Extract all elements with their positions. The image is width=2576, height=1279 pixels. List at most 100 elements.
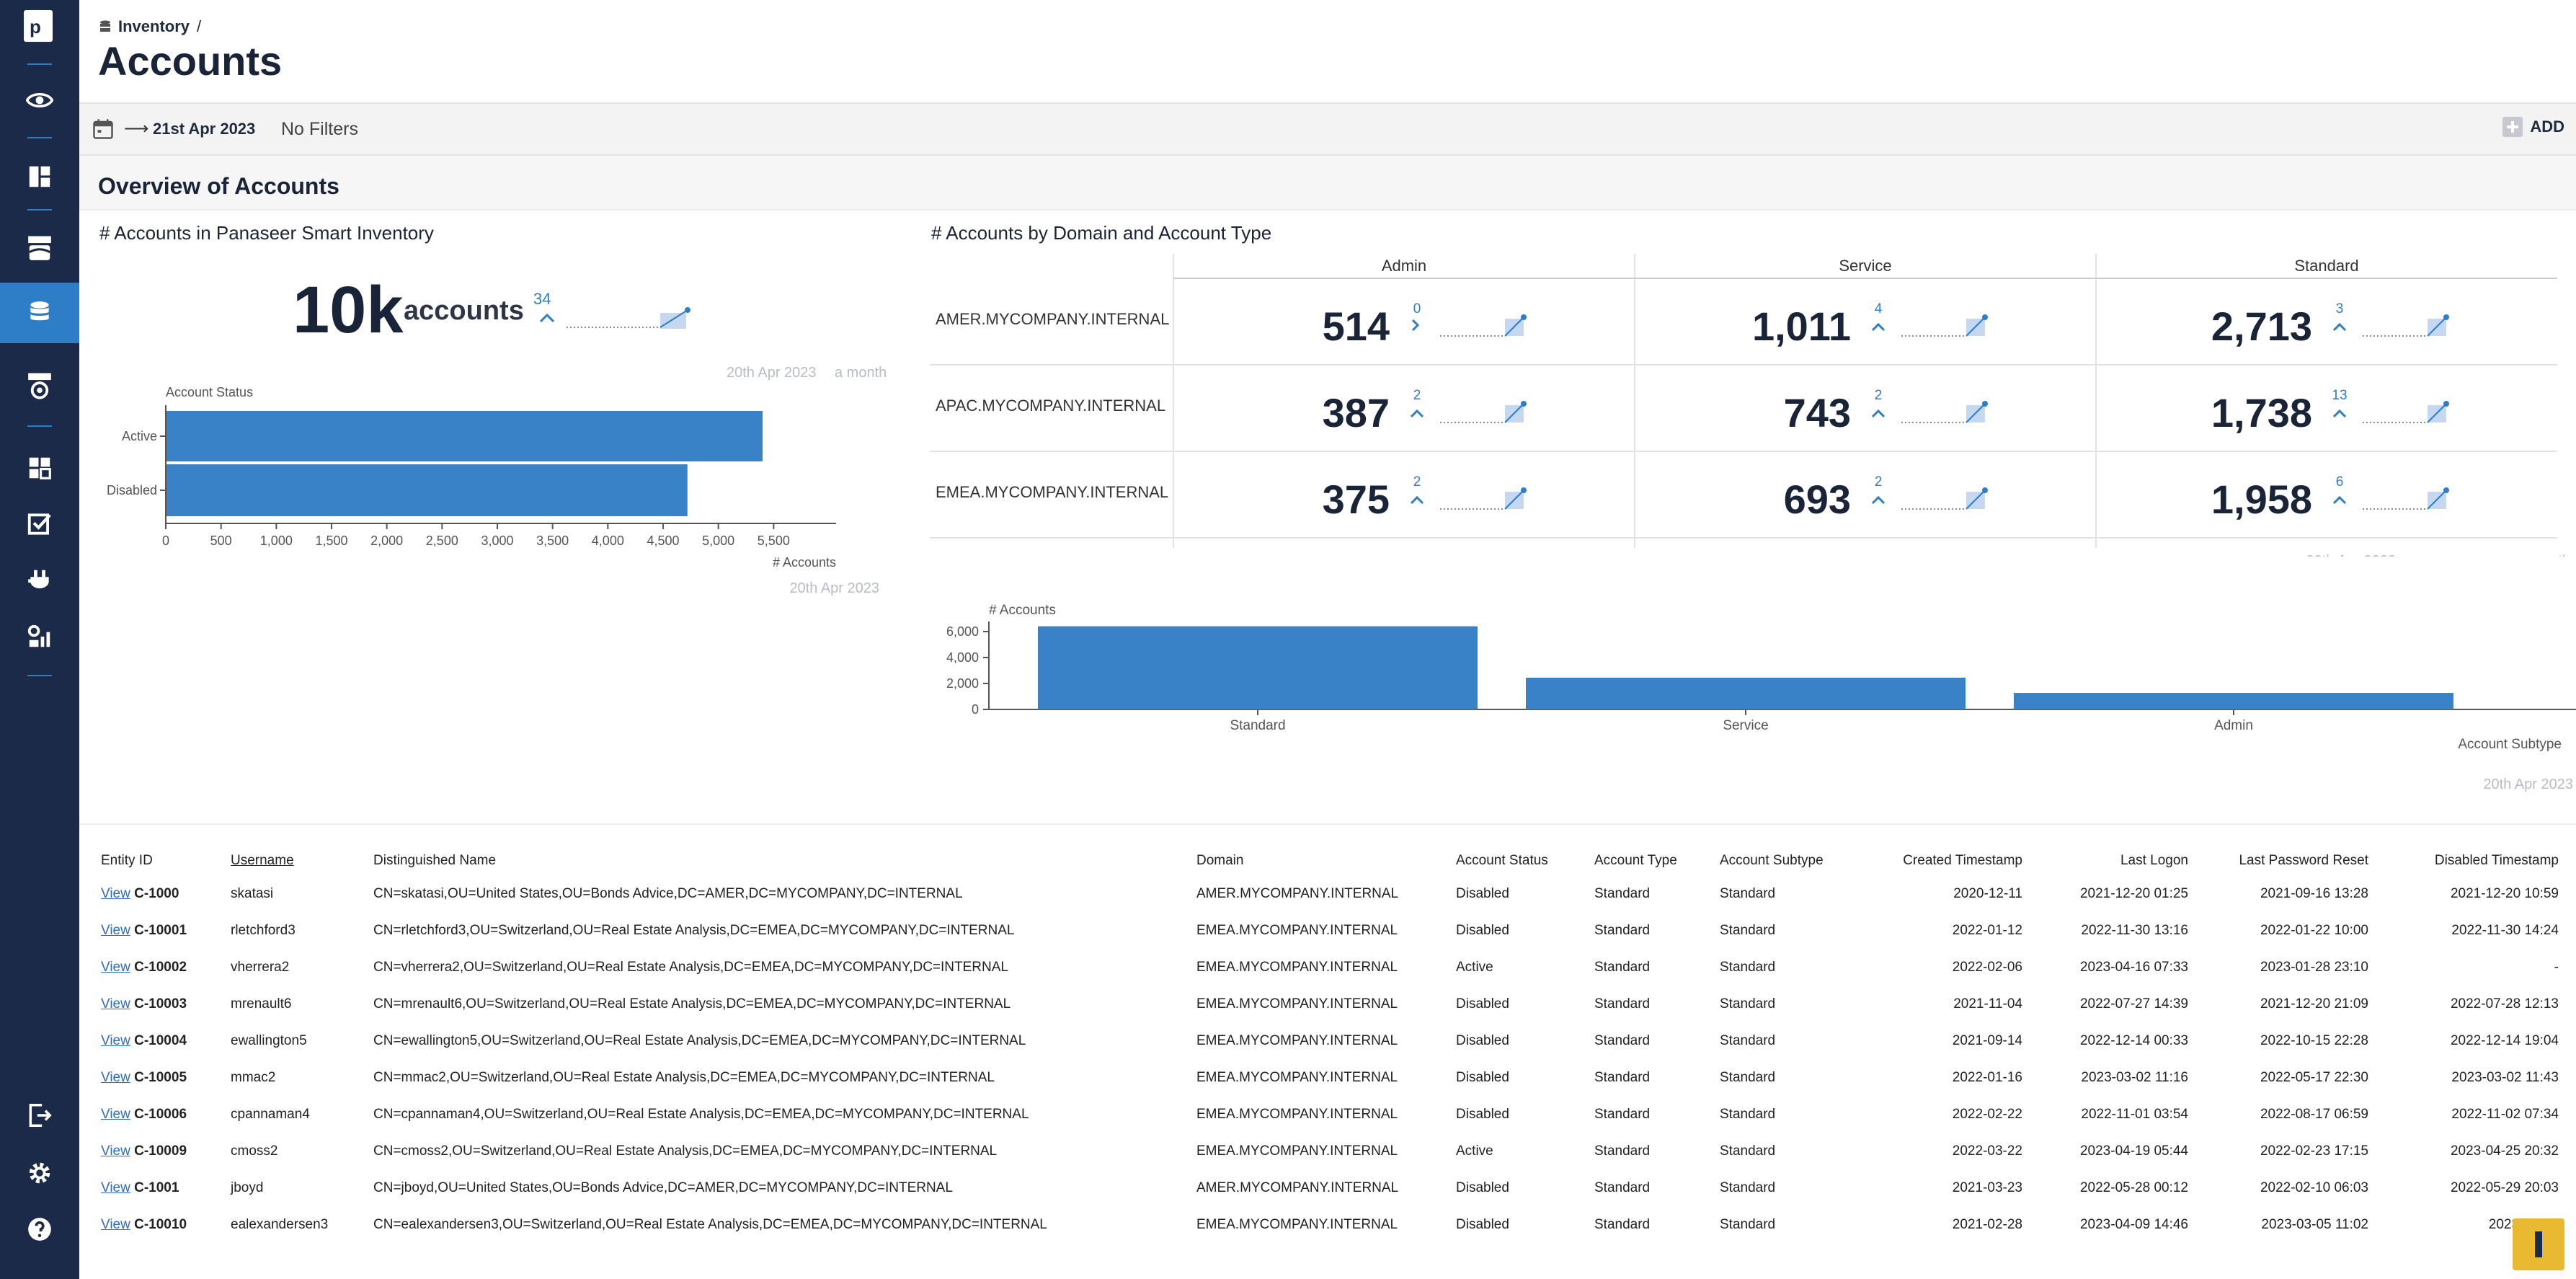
table-cell: 2021-03-23 — [1952, 1180, 2022, 1195]
table-cell: Standard — [1720, 1143, 1776, 1159]
table-cell: Standard — [1720, 959, 1776, 975]
cell-value: 375 — [1323, 477, 1390, 522]
column-header[interactable]: Account Status — [1456, 853, 1548, 868]
table-row: View C-10001 rletchford3 CN=rletchford3,OU… — [94, 912, 2566, 949]
view-link[interactable]: View — [101, 1143, 130, 1159]
sidebar-item-labs[interactable] — [0, 224, 79, 274]
add-filter-button[interactable]: ADD — [2502, 117, 2564, 137]
table-cell: skatasi — [231, 885, 274, 901]
breadcrumb-inventory[interactable]: Inventory — [118, 17, 190, 35]
cell-value: 1,958 — [2211, 477, 2312, 522]
sidebar-item-settings[interactable] — [0, 1148, 79, 1198]
sidebar-item-views[interactable] — [0, 75, 79, 125]
chevron-up-icon — [2332, 322, 2347, 332]
table-cell: View C-10003 — [94, 986, 223, 1022]
view-link[interactable]: View — [101, 959, 130, 975]
table-cell: Disabled — [1456, 1216, 1509, 1232]
table-cell: View C-10006 — [94, 1096, 223, 1133]
column-header[interactable]: Domain — [1196, 853, 1244, 868]
table-cell: mmac2 — [231, 1069, 276, 1085]
table-cell: 2021-11-04 — [1953, 996, 2022, 1012]
table-cell: Disabled — [1456, 996, 1509, 1012]
table-cell: ewallington5 — [231, 1032, 307, 1048]
chevron-up-icon — [2332, 495, 2347, 505]
column-header[interactable]: Distinguished Name — [373, 853, 497, 868]
view-link[interactable]: View — [101, 1216, 130, 1232]
view-link[interactable]: View — [101, 996, 130, 1012]
sidebar-item-tasks[interactable] — [0, 499, 79, 549]
table-cell: View C-10010 — [94, 1206, 223, 1243]
sparkline-line — [1504, 490, 1524, 510]
entity-id: C-10001 — [130, 922, 187, 938]
sidebar-item-reports[interactable] — [0, 611, 79, 662]
table-cell: 2022-11-02 07:34 — [2451, 1106, 2559, 1122]
table-cell: 2022-02-06 — [1952, 959, 2022, 975]
table-cell: Disabled — [1456, 1106, 1509, 1122]
sidebar-item-integrations[interactable] — [0, 555, 79, 606]
chevron-up-icon — [1871, 322, 1886, 332]
overview-panel: # Accounts in Panaseer Smart Inventory 1… — [79, 211, 2576, 823]
kpi-unit: accounts — [404, 296, 524, 326]
date-filter[interactable]: 21st Apr 2023 — [153, 120, 256, 138]
kpi-sparkline — [567, 307, 690, 329]
column-header[interactable]: Entity ID — [101, 853, 153, 868]
view-link[interactable]: View — [101, 922, 130, 938]
cell-value: 387 — [1323, 390, 1390, 435]
table-row: View C-1001 jboyd CN=jboyd,OU=United State… — [94, 1169, 2566, 1206]
column-header[interactable]: Username — [231, 853, 294, 868]
sidebar-item-new[interactable] — [0, 360, 79, 411]
sidebar-item-help[interactable] — [0, 1204, 79, 1254]
database-icon — [100, 20, 110, 32]
sidebar-item-inventory[interactable] — [0, 283, 79, 343]
table-cell: Active — [1456, 959, 1493, 975]
table-header-row: Entity ID Username Distinguished Name Domai… — [94, 846, 2566, 875]
table-cell: CN=mmac2,OU=Switzerland,OU=Real Estate A… — [373, 1069, 995, 1085]
column-header[interactable]: Account Subtype — [1720, 853, 1824, 868]
table-cell: cmoss2 — [231, 1143, 278, 1159]
entity-id: C-10010 — [130, 1216, 187, 1232]
sidebar-item-dashboards[interactable] — [0, 151, 79, 202]
table-row: View C-1000 skatasi CN=skatasi,OU=United S… — [94, 875, 2566, 912]
column-header[interactable]: Last Password Reset — [2239, 853, 2368, 868]
checkbox-icon — [27, 513, 51, 535]
kpi-period: a month — [835, 365, 887, 381]
view-link[interactable]: View — [101, 1180, 130, 1195]
entity-id: C-10009 — [130, 1143, 187, 1159]
view-link[interactable]: View — [101, 885, 130, 901]
sidebar-divider — [27, 137, 52, 138]
panaseer-logo[interactable]: p — [24, 10, 53, 42]
cell-delta: 2 — [1875, 474, 1883, 490]
calendar-icon[interactable] — [92, 118, 114, 140]
y-tick-label: 6,000 — [946, 624, 979, 639]
view-link[interactable]: View — [101, 1069, 130, 1085]
bar-service — [1526, 677, 1966, 709]
x-tick-label: Standard — [1230, 718, 1285, 733]
domain-label: AMER.MYCOMPANY.INTERNAL — [936, 310, 1169, 328]
table-cell: 2022-07-27 14:39 — [2079, 996, 2188, 1012]
gear-icon — [29, 1162, 50, 1184]
column-header[interactable]: Last Logon — [2120, 853, 2188, 868]
entity-id: C-10004 — [130, 1032, 187, 1048]
table-cell: Disabled — [1456, 885, 1509, 901]
column-header[interactable]: Disabled Timestamp — [2434, 853, 2559, 868]
table-cell: Standard — [1594, 1106, 1651, 1122]
table-cell: 2023-04-25 20:32 — [2450, 1143, 2559, 1159]
view-link[interactable]: View — [101, 1106, 130, 1122]
x-tick-label: 3,500 — [536, 534, 569, 548]
sidebar-item-logout[interactable] — [0, 1090, 79, 1141]
table-cell: 2022-02-23 17:15 — [2260, 1143, 2368, 1159]
page-title: Accounts — [98, 38, 283, 84]
table-cell: 2021-09-16 13:28 — [2260, 885, 2368, 901]
accounts-table-panel: Entity ID Username Distinguished Name Domai… — [79, 823, 2576, 1279]
column-header[interactable]: Created Timestamp — [1903, 853, 2022, 868]
info-button[interactable] — [2513, 1218, 2564, 1270]
column-header[interactable]: Account Type — [1594, 853, 1677, 868]
chart-title: Account Status — [166, 385, 253, 399]
table-cell: Active — [1456, 1143, 1493, 1159]
table-cell: Disabled — [1456, 1069, 1509, 1085]
sidebar-item-metrics[interactable] — [0, 443, 79, 493]
view-link[interactable]: View — [101, 1032, 130, 1048]
arrow-right-icon: ⟶ — [124, 119, 149, 138]
table-cell: CN=cpannaman4,OU=Switzerland,OU=Real Est… — [373, 1106, 1029, 1122]
table-cell: 2021-09-14 — [1952, 1032, 2022, 1048]
